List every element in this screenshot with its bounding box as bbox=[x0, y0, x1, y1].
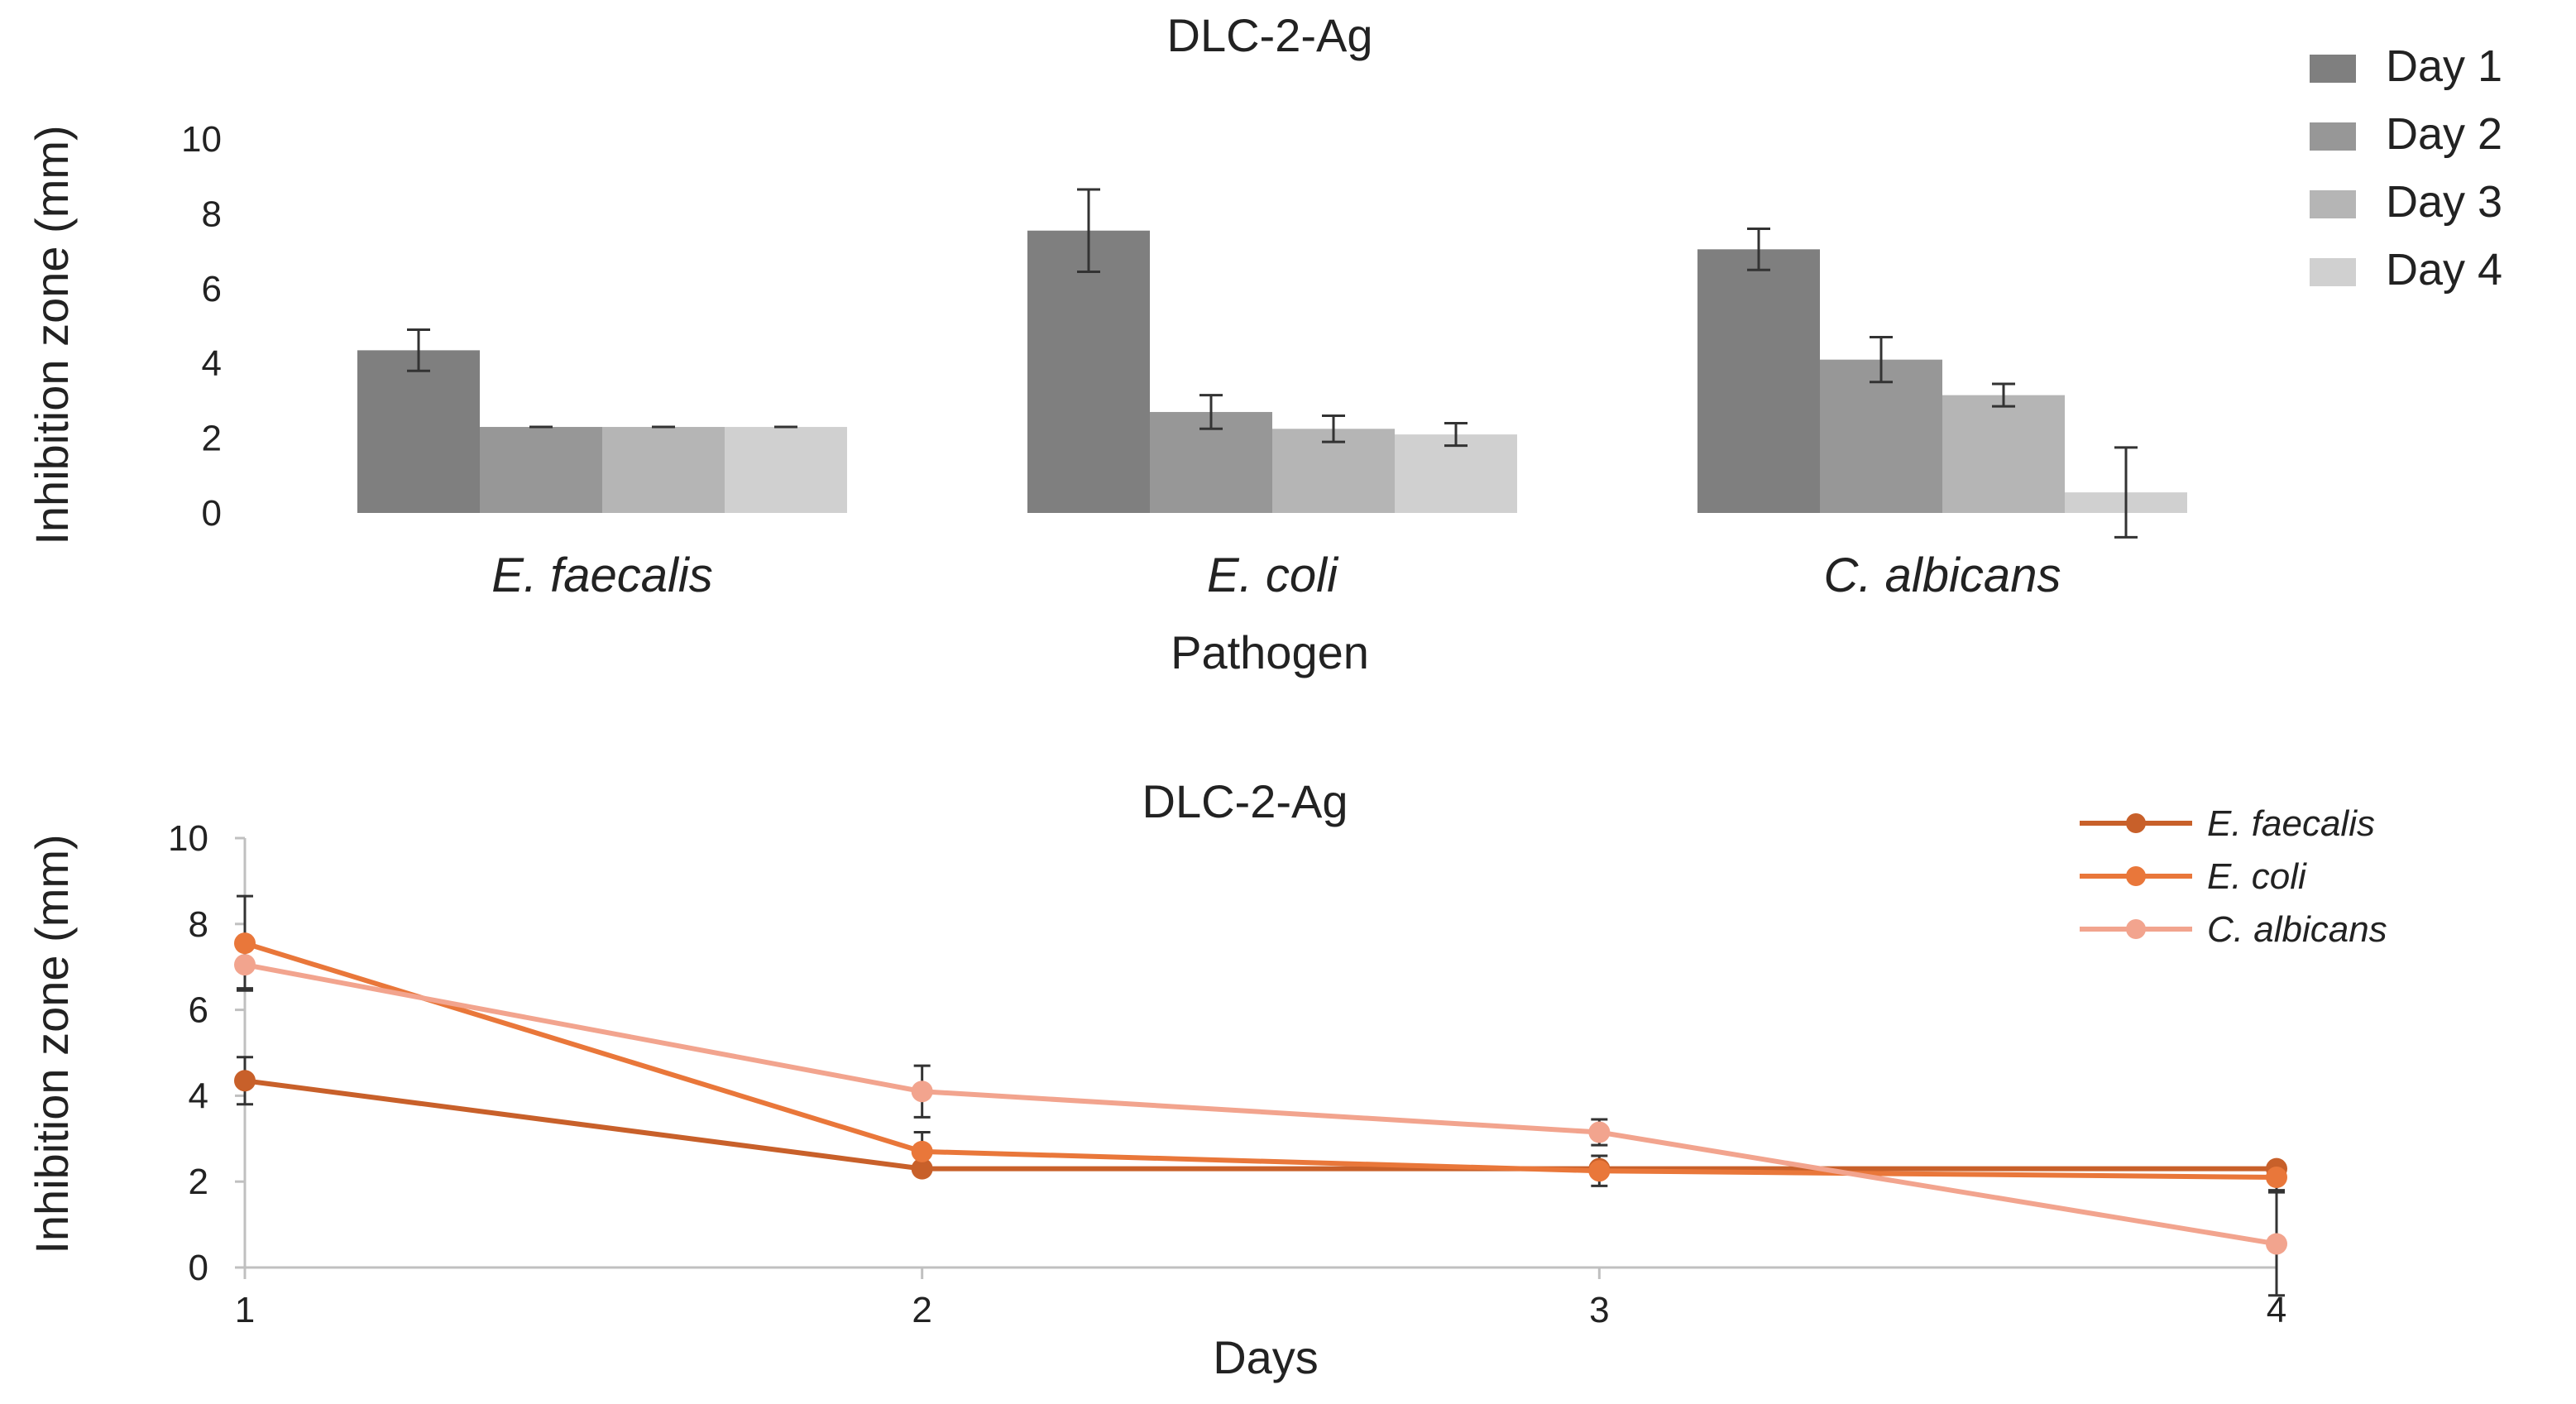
bar-ytick-10: 10 bbox=[181, 119, 222, 160]
line-point-1-2 bbox=[1588, 1160, 1611, 1182]
bar-legend-swatch-3 bbox=[2310, 258, 2356, 286]
bar-ytick-4: 4 bbox=[202, 343, 222, 384]
bar-0-3 bbox=[725, 427, 847, 513]
line-series-2 bbox=[244, 962, 2277, 1247]
bar-legend-swatch-1 bbox=[2310, 122, 2356, 151]
line-ytick-8: 8 bbox=[189, 904, 208, 945]
bar-legend-swatch-2 bbox=[2310, 190, 2356, 218]
bar-1-0 bbox=[1027, 230, 1150, 513]
bar-legend-label-0: Day 1 bbox=[2386, 41, 2502, 91]
line-legend-marker-2 bbox=[2126, 919, 2146, 939]
bar-chart-xlabel: Pathogen bbox=[1171, 626, 1369, 678]
line-point-1-3 bbox=[2266, 1167, 2287, 1189]
bar-0-0 bbox=[357, 350, 480, 513]
bar-category-label-2: C. albicans bbox=[1824, 549, 2061, 602]
bar-ytick-6: 6 bbox=[202, 269, 222, 309]
line-ytick-10: 10 bbox=[168, 818, 208, 859]
line-point-2-2 bbox=[1588, 1121, 1611, 1143]
line-series-0 bbox=[244, 1078, 2277, 1172]
line-legend-label-0: E. faecalis bbox=[2207, 803, 2375, 844]
bar-chart: 0 2 4 6 8 10 E. faecalis E. coli C. albicans bbox=[181, 119, 2187, 602]
line-point-2-1 bbox=[911, 1081, 933, 1103]
line-legend-label-1: E. coli bbox=[2207, 856, 2307, 897]
bar-ytick-8: 8 bbox=[202, 194, 222, 234]
line-chart-legend: E. faecalis E. coli C. albicans bbox=[2080, 803, 2387, 950]
bar-0-1 bbox=[480, 427, 602, 513]
line-legend-marker-0 bbox=[2126, 813, 2146, 833]
bar-ytick-2: 2 bbox=[202, 419, 222, 459]
bar-ytick-0: 0 bbox=[202, 493, 222, 534]
line-chart-ylabel: Inhibition zone (mm) bbox=[26, 834, 78, 1253]
line-point-1-1 bbox=[911, 1140, 933, 1162]
line-ytick-6: 6 bbox=[189, 990, 208, 1031]
bar-2-0 bbox=[1697, 249, 1820, 513]
bar-legend-label-3: Day 4 bbox=[2386, 245, 2502, 295]
line-xtick-2: 2 bbox=[912, 1290, 931, 1330]
bar-1-3 bbox=[1395, 434, 1517, 513]
bar-chart-title: DLC-2-Ag bbox=[1167, 9, 1373, 61]
bar-legend-label-2: Day 3 bbox=[2386, 177, 2502, 227]
line-point-2-3 bbox=[2266, 1233, 2287, 1255]
bar-2-1 bbox=[1820, 359, 1942, 513]
line-chart-title: DLC-2-Ag bbox=[1142, 775, 1348, 827]
line-point-2-0 bbox=[234, 954, 256, 976]
bar-0-2 bbox=[602, 427, 725, 513]
line-legend-marker-1 bbox=[2126, 866, 2146, 886]
line-point-0-0 bbox=[234, 1070, 256, 1092]
line-legend-label-2: C. albicans bbox=[2207, 909, 2387, 950]
line-point-1-0 bbox=[234, 932, 256, 955]
line-ytick-0: 0 bbox=[189, 1248, 208, 1288]
bar-category-label-1: E. coli bbox=[1207, 549, 1339, 602]
bar-legend-label-1: Day 2 bbox=[2386, 109, 2502, 159]
line-ytick-4: 4 bbox=[189, 1076, 208, 1116]
line-xtick-1: 1 bbox=[235, 1290, 255, 1330]
bar-chart-legend: Day 1 Day 2 Day 3 Day 4 bbox=[2310, 41, 2502, 295]
line-series-1 bbox=[244, 941, 2277, 1181]
bar-chart-ylabel: Inhibition zone (mm) bbox=[26, 125, 78, 544]
line-xtick-3: 3 bbox=[1589, 1290, 1609, 1330]
line-point-0-1 bbox=[911, 1157, 933, 1180]
bar-legend-swatch-0 bbox=[2310, 55, 2356, 83]
bar-2-2 bbox=[1942, 395, 2065, 513]
line-chart-xlabel: Days bbox=[1213, 1331, 1319, 1383]
line-ytick-2: 2 bbox=[189, 1162, 208, 1202]
bar-category-label-0: E. faecalis bbox=[491, 549, 713, 602]
